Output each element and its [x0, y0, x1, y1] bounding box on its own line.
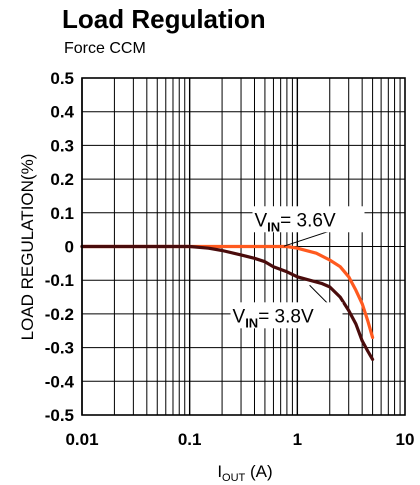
x-axis-label-main: I — [217, 462, 222, 481]
series-label-rest-1: = 3.8V — [258, 306, 314, 327]
grid-layer: 0.5 0.4 0.3 0.2 0.1 0 -0.1 -0.2 -0.3 -0.4 -0.5 0.01… — [45, 69, 415, 449]
y-tick-label: -0.4 — [45, 372, 75, 391]
x-tick-label: 10 — [396, 430, 415, 449]
label-layer: LOAD REGULATION(%) IOUT (A) — [18, 154, 273, 484]
series-label-bg-0 — [252, 206, 365, 233]
series-label-0: VIN= 3.6V — [254, 210, 335, 234]
series-label-rest-0: = 3.6V — [280, 210, 336, 231]
y-tick-label: -0.5 — [45, 406, 74, 425]
series-label-1: VIN= 3.8V — [233, 306, 314, 330]
series-label-main-1: V — [233, 306, 246, 327]
series-layer — [80, 244, 375, 361]
x-axis-label: IOUT (A) — [217, 462, 272, 484]
chart-subtitle: Force CCM — [64, 40, 146, 57]
y-tick-label: 0.5 — [50, 69, 74, 88]
y-tick-label: 0.1 — [50, 204, 74, 223]
y-tick-label: 0 — [65, 238, 74, 257]
x-axis-label-unit: (A) — [245, 462, 272, 481]
series-line-1 — [80, 244, 375, 361]
series-label-sub-1: IN — [245, 315, 258, 330]
x-tick-label: 1 — [293, 430, 302, 449]
x-tick-label: 0.1 — [178, 430, 202, 449]
plot-frame — [81, 77, 406, 416]
series-label-main-0: V — [254, 210, 267, 231]
x-axis-label-sub: OUT — [222, 472, 246, 484]
y-tick-label: -0.1 — [45, 271, 74, 290]
y-tick-label: -0.3 — [45, 339, 74, 358]
series-label-bg-1 — [230, 302, 343, 329]
y-axis-label: LOAD REGULATION(%) — [18, 154, 37, 341]
x-tick-label: 0.01 — [65, 430, 98, 449]
series-label-sub-0: IN — [267, 219, 280, 234]
y-tick-label: 0.3 — [50, 136, 74, 155]
y-tick-label: -0.2 — [45, 305, 74, 324]
y-tick-label: 0.4 — [50, 103, 74, 122]
y-tick-label: 0.2 — [50, 170, 74, 189]
chart-title: Load Regulation — [62, 4, 266, 34]
